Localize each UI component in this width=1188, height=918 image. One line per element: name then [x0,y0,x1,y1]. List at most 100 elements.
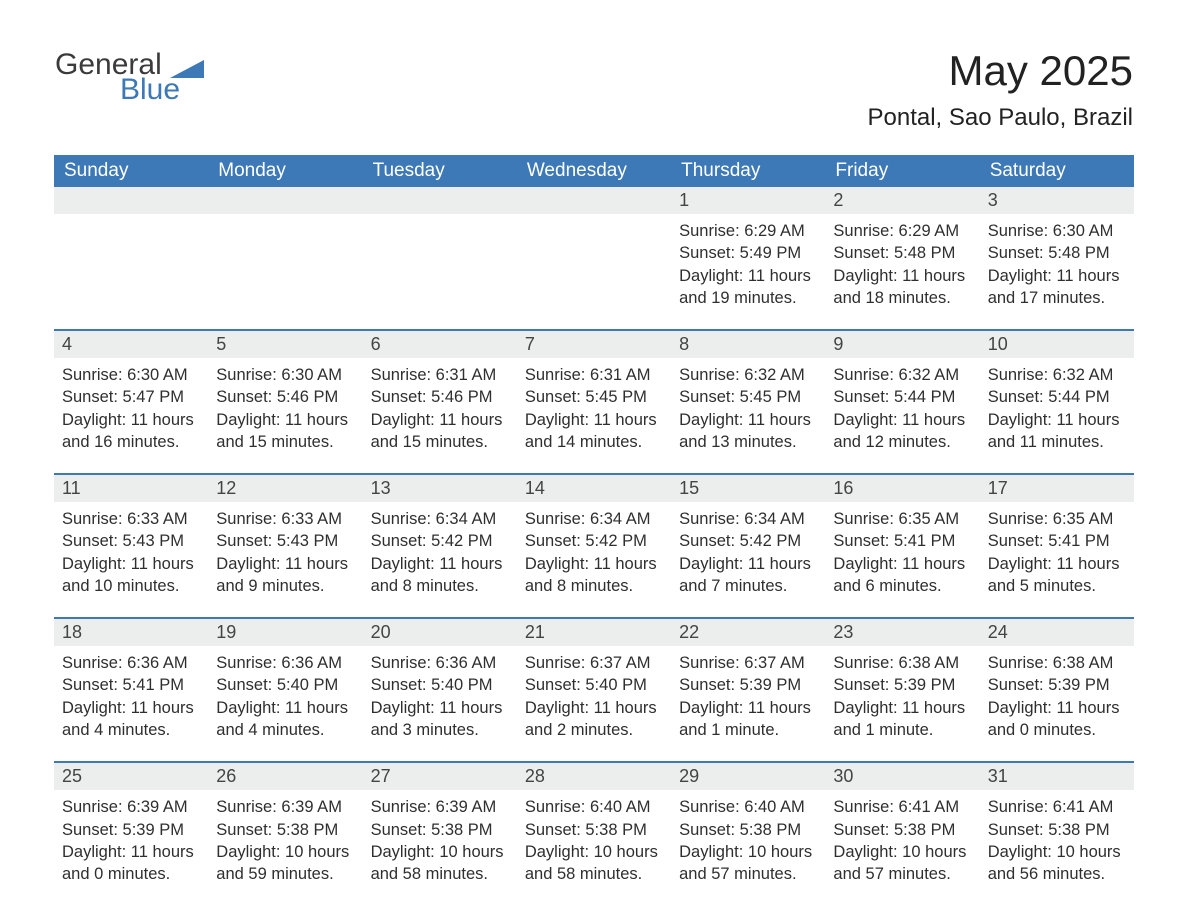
day-content-cell: Sunrise: 6:32 AMSunset: 5:45 PMDaylight:… [671,358,825,474]
day-d1: Daylight: 11 hours [679,697,817,719]
col-friday: Friday [825,155,979,187]
day-d2: and 17 minutes. [988,287,1126,309]
day-d2: and 14 minutes. [525,431,663,453]
day-d1: Daylight: 11 hours [988,265,1126,287]
day-d2: and 59 minutes. [216,863,354,885]
day-ss: Sunset: 5:43 PM [62,530,200,552]
day-sr: Sunrise: 6:34 AM [525,508,663,530]
day-d1: Daylight: 11 hours [988,553,1126,575]
day-number-cell: 8 [671,331,825,358]
day-number-cell: 1 [671,187,825,214]
day-d1: Daylight: 11 hours [216,553,354,575]
day-content-row: Sunrise: 6:29 AM Sunset: 5:49 PM Daylight:… [54,214,1134,330]
day-content-cell: Sunrise: 6:32 AMSunset: 5:44 PMDaylight:… [980,358,1134,474]
day-d2: and 58 minutes. [525,863,663,885]
day-d1: Daylight: 10 hours [679,841,817,863]
day-d2: and 1 minute. [679,719,817,741]
day-content-cell: Sunrise: 6:38 AMSunset: 5:39 PMDaylight:… [980,646,1134,762]
day-number-cell: 13 [363,475,517,502]
day-ss: Sunset: 5:46 PM [216,386,354,408]
day-number-cell: 31 [980,763,1134,790]
day-sr: Sunrise: 6:31 AM [525,364,663,386]
day-d2: and 7 minutes. [679,575,817,597]
day-sr: Sunrise: 6:29 AM [833,220,971,242]
day-d2: and 15 minutes. [371,431,509,453]
day-content-cell: Sunrise: 6:30 AMSunset: 5:48 PMDaylight:… [980,214,1134,330]
day-sr: Sunrise: 6:35 AM [988,508,1126,530]
day-content-row: Sunrise: 6:33 AMSunset: 5:43 PMDaylight:… [54,502,1134,618]
day-content-row: Sunrise: 6:30 AMSunset: 5:47 PMDaylight:… [54,358,1134,474]
day-number-cell: 4 [54,331,208,358]
day-sr: Sunrise: 6:39 AM [216,796,354,818]
day-ss: Sunset: 5:42 PM [371,530,509,552]
day-number-row: 18192021222324 [54,619,1134,646]
day-number-row: 11121314151617 [54,475,1134,502]
day-sr: Sunrise: 6:41 AM [833,796,971,818]
day-ss: Sunset: 5:48 PM [988,242,1126,264]
day-sr: Sunrise: 6:30 AM [62,364,200,386]
day-content-cell: Sunrise: 6:34 AMSunset: 5:42 PMDaylight:… [363,502,517,618]
day-ss: Sunset: 5:42 PM [525,530,663,552]
day-d2: and 19 minutes. [679,287,817,309]
day-sr: Sunrise: 6:36 AM [62,652,200,674]
day-content-cell: Sunrise: 6:33 AMSunset: 5:43 PMDaylight:… [54,502,208,618]
day-ss: Sunset: 5:44 PM [833,386,971,408]
day-content-cell: Sunrise: 6:29 AMSunset: 5:48 PMDaylight:… [825,214,979,330]
day-d1: Daylight: 11 hours [62,409,200,431]
page: General Blue May 2025 Pontal, Sao Paulo,… [0,0,1188,918]
day-content-cell: Sunrise: 6:34 AMSunset: 5:42 PMDaylight:… [517,502,671,618]
title-block: May 2025 Pontal, Sao Paulo, Brazil [868,48,1134,132]
day-ss: Sunset: 5:41 PM [833,530,971,552]
calendar-body: 123Sunrise: 6:29 AMSunset: 5:49 PMDaylig… [54,187,1134,893]
day-d1: Daylight: 11 hours [371,409,509,431]
day-ss: Sunset: 5:49 PM [679,242,817,264]
page-title: May 2025 [868,48,1134,94]
day-ss: Sunset: 5:40 PM [371,674,509,696]
day-content-cell: Sunrise: 6:35 AMSunset: 5:41 PMDaylight:… [825,502,979,618]
day-ss: Sunset: 5:41 PM [988,530,1126,552]
day-ss: Sunset: 5:39 PM [988,674,1126,696]
header: General Blue May 2025 Pontal, Sao Paulo,… [0,0,1188,155]
day-d2: and 12 minutes. [833,431,971,453]
day-number-cell: 3 [980,187,1134,214]
day-d1: Daylight: 11 hours [62,697,200,719]
day-d2: and 8 minutes. [525,575,663,597]
day-sr: Sunrise: 6:41 AM [988,796,1126,818]
day-ss: Sunset: 5:38 PM [833,819,971,841]
day-number-cell [54,187,208,214]
day-d1: Daylight: 10 hours [371,841,509,863]
day-sr: Sunrise: 6:30 AM [988,220,1126,242]
day-d1: Daylight: 11 hours [525,697,663,719]
day-number-cell: 10 [980,331,1134,358]
day-content-cell: Sunrise: 6:35 AMSunset: 5:41 PMDaylight:… [980,502,1134,618]
day-ss: Sunset: 5:38 PM [988,819,1126,841]
day-sr: Sunrise: 6:32 AM [833,364,971,386]
day-sr: Sunrise: 6:32 AM [988,364,1126,386]
day-sr: Sunrise: 6:32 AM [679,364,817,386]
day-content-row: Sunrise: 6:39 AMSunset: 5:39 PMDaylight:… [54,790,1134,893]
day-content-cell: Sunrise: 6:29 AMSunset: 5:49 PMDaylight:… [671,214,825,330]
day-ss: Sunset: 5:44 PM [988,386,1126,408]
day-sr: Sunrise: 6:35 AM [833,508,971,530]
day-sr: Sunrise: 6:38 AM [833,652,971,674]
day-d1: Daylight: 11 hours [525,409,663,431]
day-sr: Sunrise: 6:36 AM [371,652,509,674]
col-saturday: Saturday [980,155,1134,187]
day-content-cell: Sunrise: 6:40 AMSunset: 5:38 PMDaylight:… [517,790,671,893]
day-number-cell: 29 [671,763,825,790]
logo: General Blue [55,48,204,107]
day-number-row: 25262728293031 [54,763,1134,790]
day-d2: and 0 minutes. [62,863,200,885]
day-d2: and 16 minutes. [62,431,200,453]
day-content-cell: Sunrise: 6:32 AMSunset: 5:44 PMDaylight:… [825,358,979,474]
day-d1: Daylight: 11 hours [62,841,200,863]
day-ss: Sunset: 5:41 PM [62,674,200,696]
day-ss: Sunset: 5:39 PM [62,819,200,841]
day-sr: Sunrise: 6:30 AM [216,364,354,386]
day-d1: Daylight: 11 hours [988,697,1126,719]
day-d1: Daylight: 11 hours [679,409,817,431]
day-d1: Daylight: 11 hours [216,409,354,431]
day-content-cell [517,214,671,330]
day-d2: and 4 minutes. [216,719,354,741]
col-thursday: Thursday [671,155,825,187]
